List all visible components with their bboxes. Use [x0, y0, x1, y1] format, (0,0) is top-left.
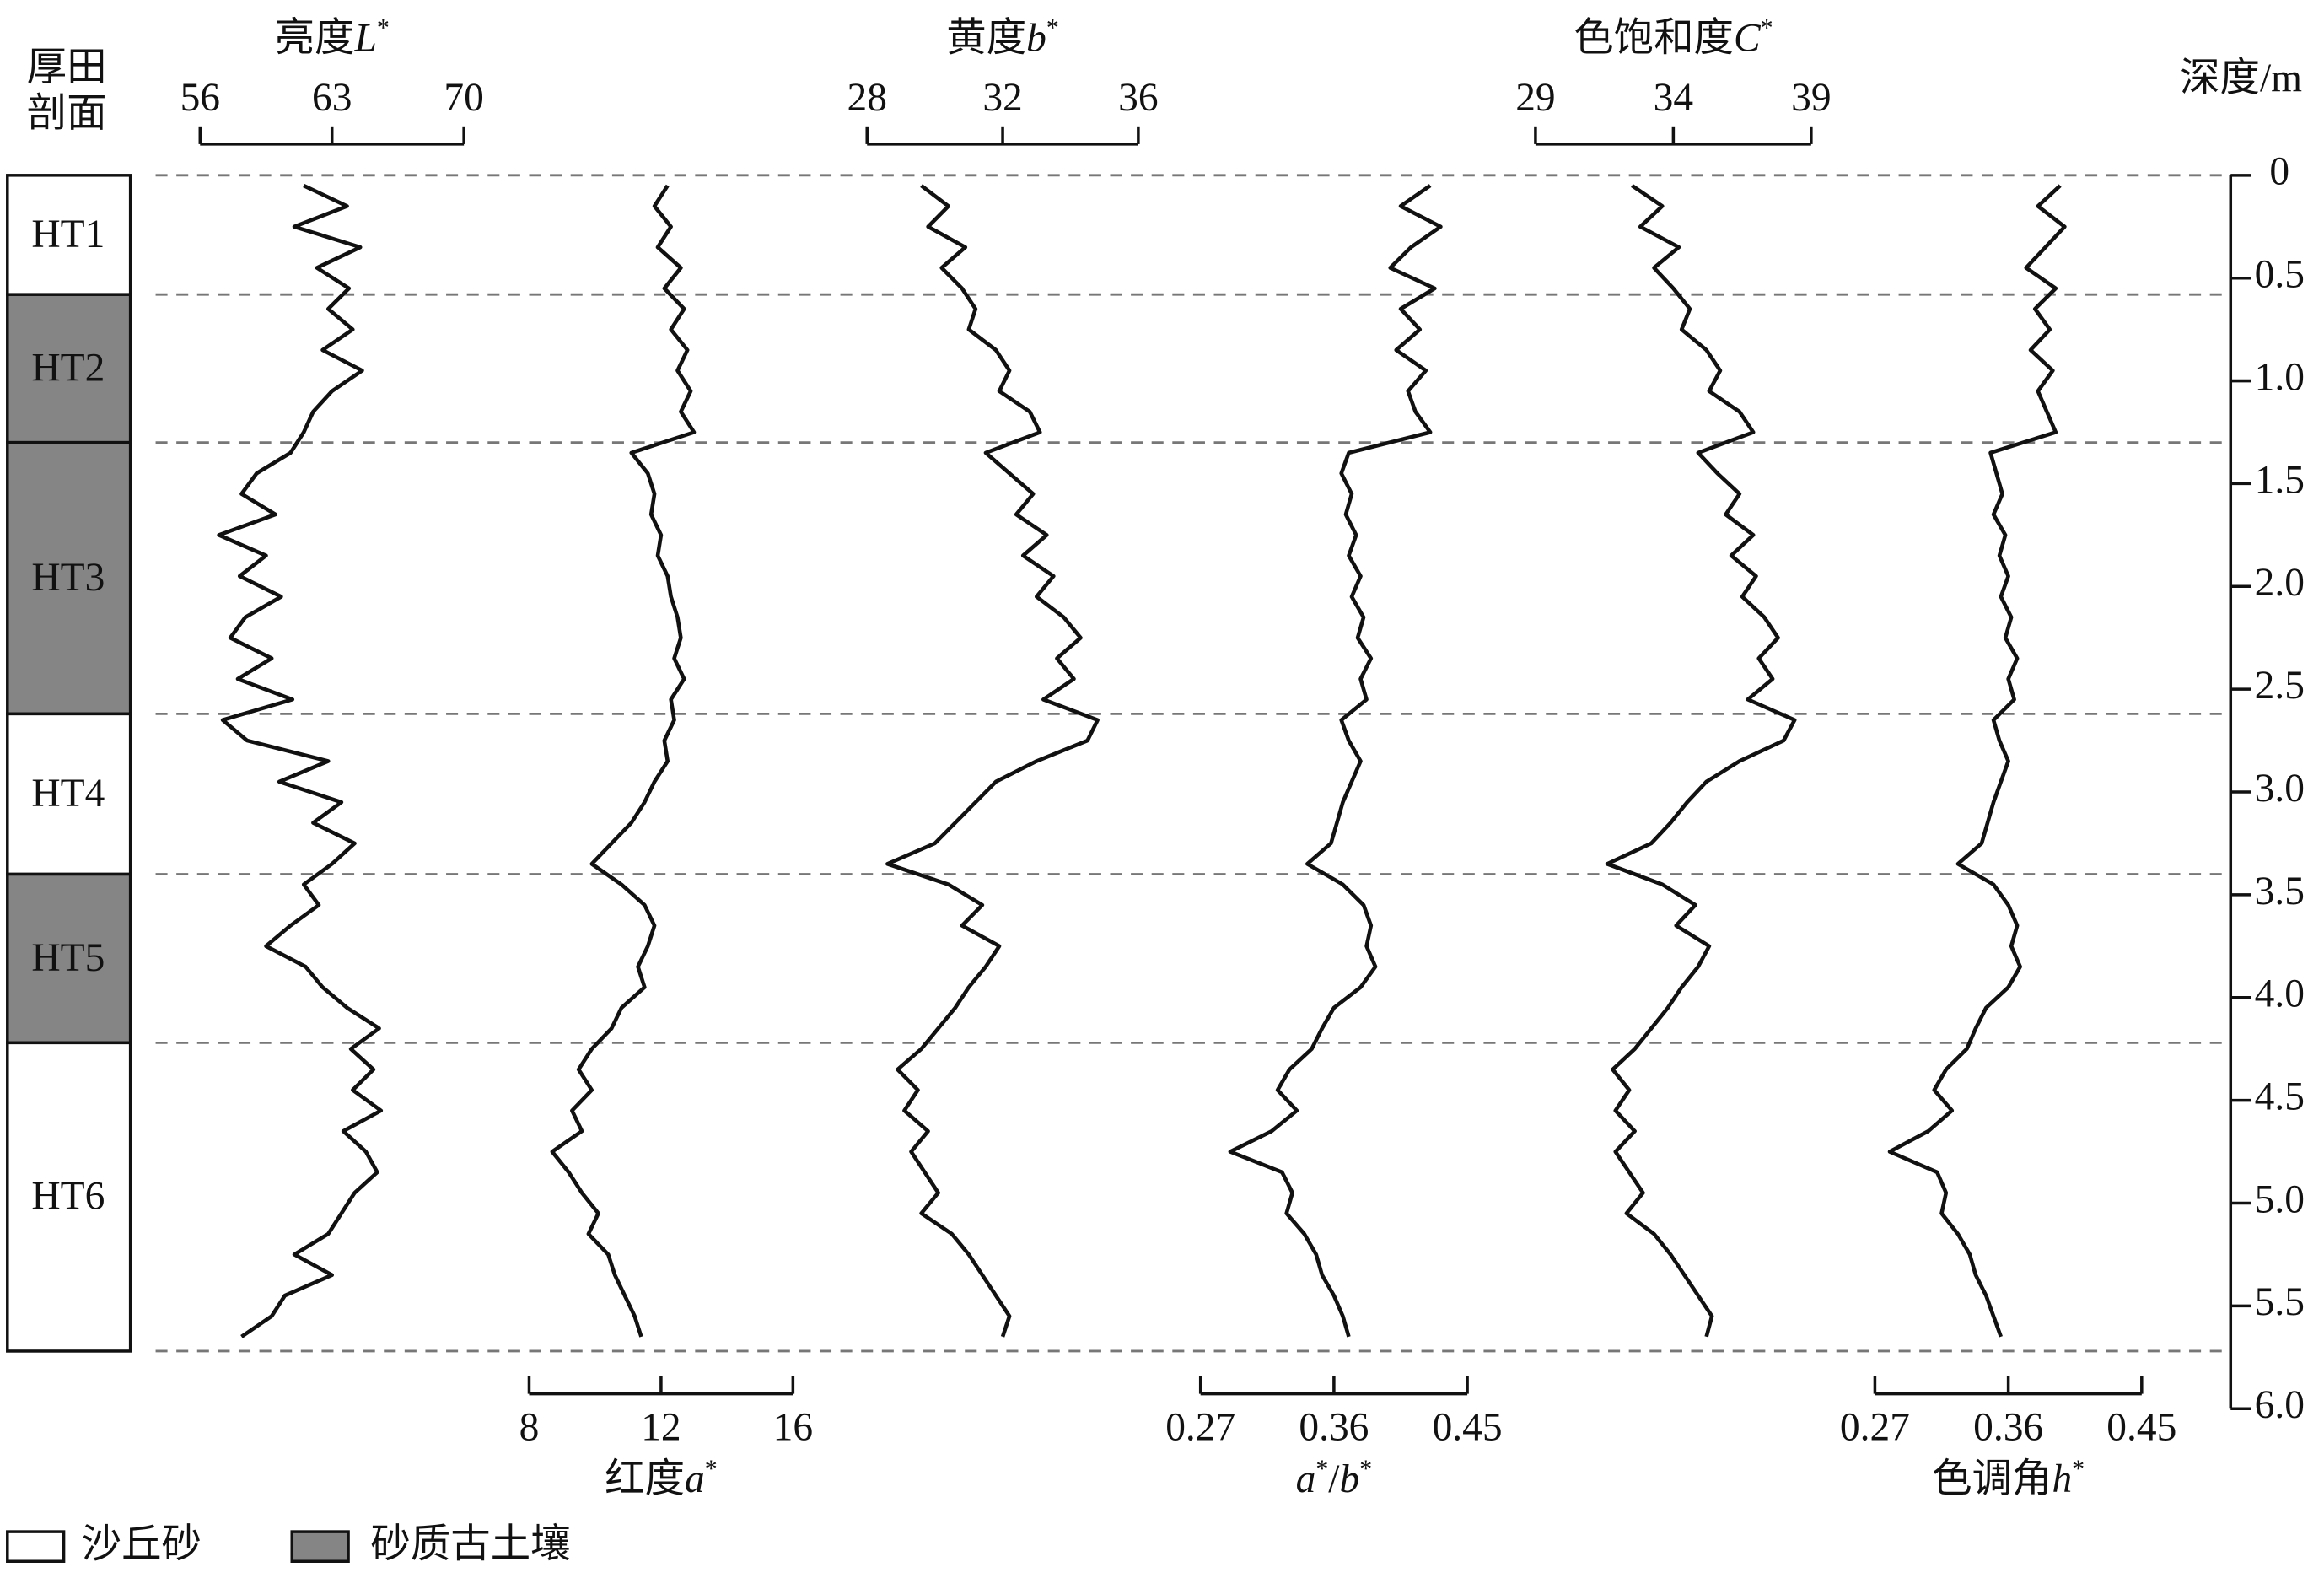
track-title-part: h — [2052, 1457, 2072, 1501]
x-tick-label: 63 — [312, 76, 352, 120]
y-tick-label: 4.0 — [2255, 972, 2305, 1016]
x-tick-label: 12 — [641, 1405, 681, 1449]
profile-line — [550, 184, 697, 1338]
track-title-part: C — [1734, 17, 1762, 61]
track-title-part: * — [705, 1455, 718, 1483]
unit-label: HT3 — [31, 556, 105, 600]
y-axis-title: 深度/m — [2180, 57, 2302, 100]
legend-label: 砂质古土壤 — [370, 1522, 570, 1566]
section-title: 剖面 — [27, 92, 107, 136]
y-tick-label: 0.5 — [2255, 253, 2305, 297]
x-tick-label: 0.36 — [1299, 1405, 1369, 1449]
unit-box — [6, 712, 132, 876]
track-title-part: / — [1328, 1457, 1340, 1501]
x-tick-label: 34 — [1654, 76, 1693, 120]
x-tick-label: 8 — [519, 1405, 540, 1449]
track-title-part: 黄度 — [946, 17, 1026, 61]
profile-line — [1605, 184, 1797, 1338]
unit-label: HT2 — [31, 346, 105, 390]
y-tick-label: 2.5 — [2255, 664, 2305, 708]
legend-label: 沙丘砂 — [82, 1522, 202, 1566]
track-title-part: b — [1026, 17, 1046, 61]
unit-label: HT1 — [31, 213, 105, 256]
unit-box — [6, 174, 132, 296]
legend-swatch — [6, 1530, 66, 1563]
y-tick-label: 1.0 — [2255, 355, 2305, 399]
track-title: a*/b* — [1296, 1455, 1373, 1501]
track-title: 色调角h* — [1932, 1455, 2085, 1501]
track-title-part: a — [685, 1457, 705, 1501]
track-title-part: * — [1046, 14, 1059, 42]
profile-line — [217, 183, 384, 1338]
unit-label: HT6 — [31, 1175, 105, 1219]
track-title-part: a — [1296, 1457, 1316, 1501]
track-title-part: 红度 — [605, 1457, 685, 1501]
x-tick-label: 28 — [847, 76, 887, 120]
legend-swatch — [290, 1530, 350, 1563]
track-title-part: * — [377, 14, 390, 42]
x-tick-label: 39 — [1791, 76, 1831, 120]
y-tick-label: 3.5 — [2255, 870, 2305, 913]
y-tick-label: 2.0 — [2255, 561, 2305, 605]
track-title-part: 亮度 — [275, 17, 355, 61]
track-title-part: b — [1339, 1457, 1359, 1501]
x-tick-label: 0.45 — [1433, 1405, 1503, 1449]
x-tick-label: 70 — [444, 76, 483, 120]
y-tick-label: 4.5 — [2255, 1074, 2305, 1118]
unit-box — [6, 1041, 132, 1353]
track-title-part: * — [2072, 1455, 2085, 1483]
track-title: 黄度b* — [946, 14, 1059, 61]
y-tick-label: 5.0 — [2255, 1177, 2305, 1221]
profile-line — [885, 184, 1100, 1338]
x-tick-label: 56 — [180, 76, 220, 120]
y-tick-label: 0 — [2269, 150, 2289, 194]
profile-line — [1887, 184, 2067, 1338]
x-tick-label: 29 — [1515, 76, 1555, 120]
x-tick-label: 0.27 — [1165, 1405, 1235, 1449]
unit-box — [6, 293, 132, 444]
x-tick-label: 0.36 — [1973, 1405, 2043, 1449]
track-title-part: * — [1359, 1455, 1372, 1483]
unit-label: HT5 — [31, 936, 105, 980]
section-title: 厚田 — [27, 46, 107, 90]
profile-line — [1228, 184, 1443, 1338]
y-tick-label: 3.0 — [2255, 767, 2305, 811]
track-title: 红度a* — [605, 1455, 718, 1501]
y-tick-label: 5.5 — [2255, 1280, 2305, 1324]
x-tick-label: 32 — [982, 76, 1022, 120]
track-title: 亮度L* — [275, 14, 390, 61]
track-title-part: L — [353, 17, 376, 61]
track-title-part: 色饱和度 — [1574, 17, 1734, 61]
track-title-part: 色调角 — [1932, 1457, 2052, 1501]
x-tick-label: 0.45 — [2106, 1405, 2176, 1449]
unit-label: HT4 — [31, 772, 105, 816]
y-tick-label: 6.0 — [2255, 1383, 2305, 1427]
x-tick-label: 16 — [773, 1405, 813, 1449]
y-tick-label: 1.5 — [2255, 458, 2305, 502]
track-title-part: * — [1761, 14, 1773, 42]
x-tick-label: 0.27 — [1840, 1405, 1910, 1449]
track-title-part: * — [1315, 1455, 1328, 1483]
x-tick-label: 36 — [1118, 76, 1158, 120]
track-title: 色饱和度C* — [1574, 14, 1773, 61]
